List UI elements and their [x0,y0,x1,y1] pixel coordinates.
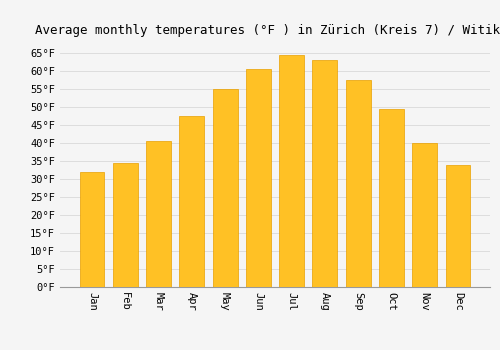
Bar [412,143,437,287]
Bar [113,163,138,287]
Bar [446,164,470,287]
Bar [146,141,171,287]
Title: Average monthly temperatures (°F ) in Zürich (Kreis 7) / Witikon: Average monthly temperatures (°F ) in Zü… [35,24,500,37]
Bar [212,89,238,287]
Bar [279,55,304,287]
Bar [246,69,271,287]
Bar [379,108,404,287]
Bar [180,116,204,287]
Bar [80,172,104,287]
Bar [346,80,370,287]
Bar [312,60,338,287]
